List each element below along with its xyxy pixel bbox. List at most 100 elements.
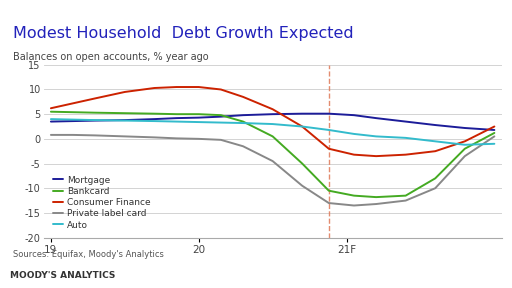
Mortgage xyxy=(122,118,128,122)
Bankcard xyxy=(196,112,202,116)
Consumer Finance xyxy=(152,86,158,90)
Text: Modest Household  Debt Growth Expected: Modest Household Debt Growth Expected xyxy=(13,26,353,41)
Private label card xyxy=(122,135,128,138)
Consumer Finance xyxy=(218,88,224,91)
Consumer Finance xyxy=(351,153,357,156)
Line: Consumer Finance: Consumer Finance xyxy=(51,87,495,156)
Private label card xyxy=(462,154,468,158)
Private label card xyxy=(240,145,246,148)
Consumer Finance xyxy=(240,95,246,98)
Auto xyxy=(299,125,305,128)
Mortgage xyxy=(240,113,246,117)
Text: MOODY'S ANALYTICS: MOODY'S ANALYTICS xyxy=(10,271,116,280)
Consumer Finance xyxy=(174,85,180,89)
Mortgage xyxy=(462,126,468,130)
Consumer Finance xyxy=(373,154,379,158)
Line: Bankcard: Bankcard xyxy=(51,112,495,197)
Private label card xyxy=(196,137,202,141)
Consumer Finance xyxy=(326,147,332,150)
Auto xyxy=(270,122,276,126)
Consumer Finance xyxy=(92,97,98,100)
Mortgage xyxy=(70,119,76,123)
Mortgage xyxy=(152,118,158,121)
Bankcard xyxy=(174,112,180,116)
Mortgage xyxy=(174,116,180,120)
Auto xyxy=(152,119,158,123)
Auto xyxy=(326,128,332,132)
Bankcard xyxy=(432,177,438,180)
Consumer Finance xyxy=(432,149,438,153)
Auto xyxy=(240,121,246,125)
Mortgage xyxy=(92,119,98,122)
Auto xyxy=(196,120,202,124)
Bankcard xyxy=(402,194,409,197)
Legend: Mortgage, Bankcard, Consumer Finance, Private label card, Auto: Mortgage, Bankcard, Consumer Finance, Pr… xyxy=(53,176,151,230)
Private label card xyxy=(174,137,180,140)
Bankcard xyxy=(270,135,276,138)
Mortgage xyxy=(492,128,498,132)
Bankcard xyxy=(299,162,305,165)
Mortgage xyxy=(48,120,54,123)
Line: Mortgage: Mortgage xyxy=(51,114,495,130)
Auto xyxy=(48,118,54,121)
Private label card xyxy=(270,159,276,163)
Line: Auto: Auto xyxy=(51,119,495,145)
Auto xyxy=(122,119,128,122)
Auto xyxy=(174,120,180,123)
Consumer Finance xyxy=(196,85,202,89)
Consumer Finance xyxy=(122,90,128,94)
Bankcard xyxy=(326,189,332,192)
Text: Balances on open accounts, % year ago: Balances on open accounts, % year ago xyxy=(13,52,208,62)
Bankcard xyxy=(462,147,468,150)
Mortgage xyxy=(326,112,332,115)
Auto xyxy=(492,142,498,145)
Consumer Finance xyxy=(299,125,305,128)
Bankcard xyxy=(492,131,498,135)
Mortgage xyxy=(402,120,409,123)
Mortgage xyxy=(270,112,276,116)
Text: Sources: Equifax, Moody's Analytics: Sources: Equifax, Moody's Analytics xyxy=(13,250,164,259)
Bankcard xyxy=(218,113,224,117)
Private label card xyxy=(351,204,357,207)
Auto xyxy=(218,121,224,124)
Private label card xyxy=(432,187,438,190)
Auto xyxy=(462,143,468,147)
Consumer Finance xyxy=(48,107,54,110)
Mortgage xyxy=(432,123,438,127)
Private label card xyxy=(492,135,498,138)
Auto xyxy=(373,135,379,138)
Private label card xyxy=(48,133,54,137)
Consumer Finance xyxy=(462,140,468,143)
Consumer Finance xyxy=(270,107,276,111)
Private label card xyxy=(152,136,158,139)
Private label card xyxy=(402,199,409,202)
Private label card xyxy=(70,133,76,137)
Auto xyxy=(432,140,438,143)
Consumer Finance xyxy=(402,153,409,156)
Bankcard xyxy=(48,110,54,113)
Mortgage xyxy=(351,113,357,117)
Private label card xyxy=(373,202,379,206)
Private label card xyxy=(326,201,332,205)
Private label card xyxy=(218,138,224,142)
Bankcard xyxy=(70,111,76,114)
Consumer Finance xyxy=(70,102,76,105)
Private label card xyxy=(299,184,305,187)
Auto xyxy=(351,132,357,136)
Bankcard xyxy=(373,195,379,199)
Bankcard xyxy=(122,111,128,115)
Bankcard xyxy=(152,112,158,115)
Auto xyxy=(92,118,98,122)
Bankcard xyxy=(92,111,98,114)
Consumer Finance xyxy=(492,125,498,128)
Bankcard xyxy=(351,194,357,197)
Private label card xyxy=(92,134,98,137)
Mortgage xyxy=(299,112,305,115)
Line: Private label card: Private label card xyxy=(51,135,495,206)
Auto xyxy=(70,118,76,121)
Mortgage xyxy=(373,116,379,120)
Mortgage xyxy=(196,116,202,119)
Mortgage xyxy=(218,115,224,118)
Bankcard xyxy=(240,120,246,123)
Auto xyxy=(402,136,409,140)
